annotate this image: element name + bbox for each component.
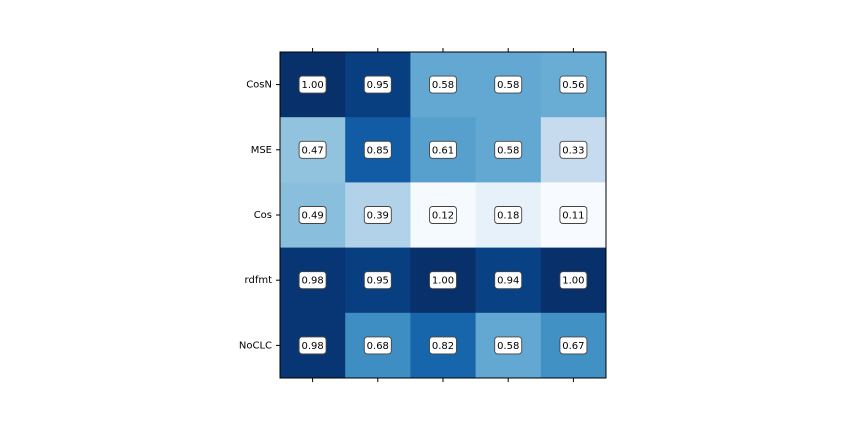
cell-label-box — [494, 140, 523, 159]
cell-label-box — [429, 271, 457, 290]
cell-value-label: 0.11 — [562, 211, 584, 222]
y-tick-label: rdfmt — [245, 275, 273, 286]
cell-label-box — [494, 75, 523, 94]
cell-label-box — [363, 206, 392, 224]
cell-label-box — [559, 206, 588, 224]
cell-value-label: 0.58 — [432, 80, 454, 91]
y-tick-label: MSE — [251, 145, 272, 156]
cell-value-label: 0.95 — [367, 276, 389, 287]
cell-label-box — [559, 336, 588, 355]
cell-value-label: 0.58 — [497, 341, 519, 352]
cell-label-box — [363, 140, 392, 159]
cell-label-box — [429, 336, 457, 355]
cell-value-label: 0.12 — [432, 211, 454, 222]
heatmap-cells — [280, 52, 607, 379]
cell-label-box — [429, 206, 457, 224]
cell-label-box — [559, 75, 588, 94]
cell-value-label: 0.18 — [497, 211, 519, 222]
cell-value-label: 1.00 — [301, 80, 323, 91]
cell-value-label: 0.82 — [432, 341, 454, 352]
cell-label-box — [559, 140, 588, 159]
cell-value-label: 0.67 — [562, 341, 584, 352]
cell-label-box — [298, 75, 327, 94]
cell-label-box — [559, 271, 588, 290]
cell-value-label: 0.56 — [562, 80, 584, 91]
cell-value-label: 0.95 — [367, 80, 389, 91]
cell-label-box — [298, 336, 327, 355]
cell-value-label: 0.58 — [497, 80, 519, 91]
cell-label-box — [298, 206, 327, 224]
cell-value-label: 1.00 — [562, 276, 584, 287]
cell-value-label: 0.61 — [432, 145, 454, 156]
cell-value-label: 0.68 — [367, 341, 389, 352]
y-tick-label: Cos — [254, 210, 272, 221]
cell-value-label: 0.94 — [497, 276, 519, 287]
cell-label-box — [429, 140, 457, 159]
cell-label-box — [494, 336, 523, 355]
cell-value-label: 1.00 — [432, 276, 454, 287]
cell-label-box — [298, 271, 327, 290]
cell-label-box — [363, 336, 392, 355]
cell-label-box — [363, 75, 392, 94]
y-tick-label: NoCLC — [239, 340, 272, 351]
cell-label-box — [494, 206, 523, 224]
cell-value-label: 0.39 — [367, 211, 389, 222]
cell-value-label: 0.85 — [367, 145, 389, 156]
cell-value-label: 0.98 — [301, 276, 323, 287]
y-axis: CosN MSE Cos rdfmt NoCLC — [239, 80, 280, 351]
cell-label-box — [494, 271, 523, 290]
cell-label-box — [298, 140, 327, 159]
cell-value-labels: 1.00 0.95 0.58 0.58 0.56 0.47 0.85 0.61 0.58 0.33… — [298, 75, 588, 355]
x-axis-ticks — [312, 48, 574, 382]
cell-label-box — [429, 75, 457, 94]
cell-value-label: 0.47 — [301, 145, 323, 156]
cell-value-label: 0.58 — [497, 145, 519, 156]
cell-value-label: 0.49 — [301, 211, 323, 222]
y-tick-label: CosN — [246, 80, 272, 91]
cell-label-box — [363, 271, 392, 290]
cell-value-label: 0.98 — [301, 341, 323, 352]
cell-value-label: 0.33 — [562, 145, 584, 156]
